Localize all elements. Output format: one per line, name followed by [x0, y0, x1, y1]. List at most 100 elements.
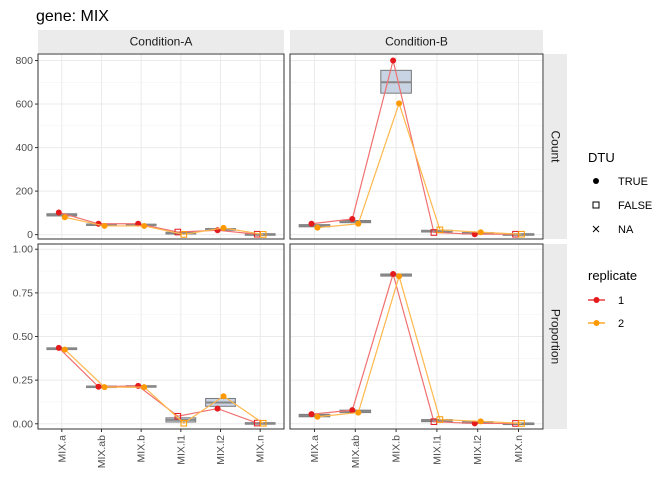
- data-point-replicate-1: [135, 220, 142, 227]
- data-point-replicate-1: [55, 344, 62, 351]
- data-point-replicate-2: [220, 224, 227, 231]
- legend-key-point-replicate-1: [593, 297, 600, 303]
- panel-border: [37, 53, 285, 240]
- x-tick-label: MIX.l2: [215, 435, 227, 465]
- legend-key-cross: [592, 225, 600, 233]
- y-tick-label: 600: [15, 99, 33, 111]
- x-tick-label: MIX.b: [136, 435, 148, 463]
- data-point-replicate-2: [396, 100, 403, 107]
- data-point-replicate-1: [390, 271, 397, 278]
- y-tick-label: 1.00: [13, 244, 34, 256]
- legend-key-filled-circle: [593, 178, 599, 184]
- data-point-replicate-2: [141, 222, 148, 229]
- data-point-replicate-1: [308, 411, 315, 418]
- facet-strip-column: [290, 30, 543, 53]
- facet-strip-row-label: Count: [549, 130, 563, 163]
- data-point-replicate-2: [314, 413, 321, 420]
- x-tick-label: MIX.n: [255, 435, 267, 463]
- y-tick-label: 0.75: [13, 287, 34, 299]
- y-tick-label: 0.50: [13, 331, 34, 343]
- data-point-replicate-2: [61, 214, 68, 221]
- facet-panel-count-condition-a: [37, 53, 285, 240]
- data-point-replicate-2: [259, 231, 267, 238]
- series-line-replicate-2: [64, 216, 264, 236]
- data-point-replicate-1: [471, 420, 478, 427]
- x-tick-label: MIX.n: [513, 435, 525, 463]
- data-point-replicate-2: [396, 273, 403, 280]
- data-point-replicate-1: [135, 382, 142, 389]
- x-tick-label: MIX.ab: [350, 435, 362, 468]
- y-tick-label: 800: [15, 55, 33, 67]
- panel-background: [38, 54, 284, 239]
- data-point-replicate-2: [141, 384, 148, 391]
- panel-border: [289, 53, 544, 240]
- chart-title: gene: MIX: [36, 8, 109, 25]
- legend-label-dtu: TRUE: [618, 176, 648, 188]
- facet-panel-proportion-condition-b: [289, 243, 544, 430]
- facet-strip-row: [544, 244, 567, 429]
- facet-strip-column: [38, 30, 284, 53]
- legend-key-open-square: [592, 201, 600, 209]
- x-tick-label: MIX.ab: [96, 435, 108, 468]
- data-point-replicate-1: [471, 231, 478, 238]
- x-tick-label: MIX.l1: [175, 435, 187, 465]
- y-tick-label: 200: [15, 186, 33, 198]
- data-point-replicate-1: [308, 220, 315, 227]
- data-point-replicate-1: [55, 209, 62, 216]
- x-tick-label: MIX.l2: [472, 435, 484, 465]
- facet-strip-column-label: Condition-A: [130, 35, 193, 49]
- data-point-replicate-2: [355, 409, 362, 416]
- facet-panel-proportion-condition-a: [37, 243, 285, 430]
- legend-title-dtu: DTU: [588, 150, 615, 165]
- facet-panels: Condition-A Condition-B Count Proportion 0 20…: [13, 30, 567, 468]
- data-point-replicate-2: [518, 420, 525, 427]
- legend-label-dtu: NA: [618, 224, 634, 236]
- x-tick-label: MIX.b: [391, 435, 403, 463]
- data-point-replicate-1: [214, 405, 221, 412]
- series-line-replicate-2: [64, 349, 264, 425]
- x-tick-label: MIX.a: [56, 435, 68, 463]
- panel-border: [289, 243, 544, 430]
- legend-key-point-replicate-2: [593, 320, 600, 326]
- y-tick-label: 0: [27, 229, 33, 241]
- data-point-replicate-2: [477, 418, 484, 425]
- legend-title-replicate: replicate: [588, 268, 637, 283]
- data-point-replicate-2: [61, 346, 68, 353]
- data-point-replicate-1: [349, 407, 356, 414]
- legend-label-replicate: 2: [618, 318, 624, 330]
- y-tick-label: 400: [15, 142, 33, 154]
- data-point-replicate-2: [220, 393, 227, 400]
- data-point-replicate-2: [101, 384, 108, 391]
- data-point-replicate-2: [180, 231, 188, 238]
- data-point-replicate-2: [314, 224, 321, 231]
- data-point-replicate-2: [180, 419, 188, 427]
- data-point-replicate-1: [349, 215, 356, 222]
- panel-background: [290, 54, 543, 239]
- y-tick-label: 0.25: [13, 375, 34, 387]
- series-line-replicate-1: [58, 211, 258, 235]
- data-point-replicate-1: [95, 383, 102, 390]
- data-point-replicate-2: [436, 416, 444, 423]
- facet-strip-column-label: Condition-B: [385, 35, 448, 49]
- data-point-replicate-2: [518, 230, 525, 238]
- legend-label-dtu: FALSE: [618, 200, 652, 212]
- series-line-replicate-1: [58, 347, 258, 424]
- x-tick-label: MIX.l1: [431, 435, 443, 465]
- data-point-replicate-1: [174, 412, 182, 420]
- series-line-replicate-2: [317, 274, 522, 425]
- y-tick-label: 0.00: [13, 418, 34, 430]
- facet-strip-row-label: Proportion: [549, 309, 563, 364]
- data-point-replicate-1: [390, 57, 397, 64]
- panel-border: [37, 243, 285, 430]
- data-point-replicate-2: [101, 222, 108, 229]
- legend-label-replicate: 1: [618, 295, 624, 307]
- data-point-replicate-2: [355, 220, 362, 227]
- data-point-replicate-2: [259, 419, 267, 427]
- series-line-replicate-2: [317, 101, 522, 235]
- x-tick-label: MIX.a: [309, 435, 321, 463]
- facet-panel-count-condition-b: [289, 53, 544, 240]
- facet-strip-row: [544, 54, 567, 239]
- data-point-replicate-2: [477, 229, 484, 236]
